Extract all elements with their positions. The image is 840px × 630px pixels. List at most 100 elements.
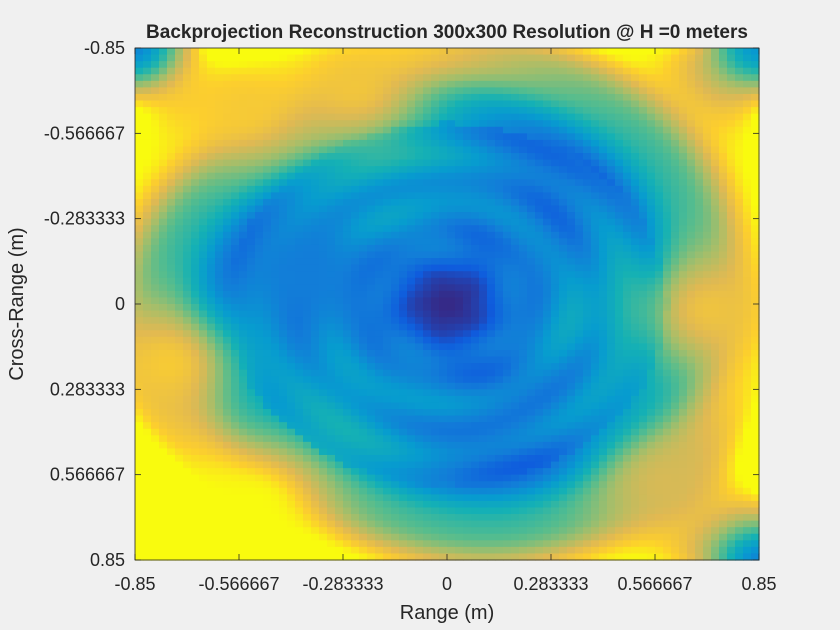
heatmap-cell (207, 310, 216, 318)
heatmap-cell (455, 304, 464, 312)
heatmap-cell (295, 461, 304, 469)
heatmap-cell (495, 231, 504, 239)
heatmap-cell (375, 297, 384, 305)
heatmap-cell (583, 514, 592, 522)
heatmap-cell (511, 48, 520, 56)
heatmap-cell (351, 481, 360, 489)
heatmap-cell (599, 468, 608, 476)
heatmap-cell (279, 205, 288, 213)
heatmap-cell (151, 218, 160, 226)
heatmap-cell (503, 139, 512, 148)
heatmap-cell (559, 376, 568, 384)
heatmap-cell (527, 166, 536, 174)
heatmap-cell (639, 218, 648, 226)
heatmap-cell (247, 481, 256, 489)
heatmap-cell (175, 487, 184, 495)
heatmap-cell (607, 126, 616, 134)
heatmap-cell (207, 395, 216, 404)
heatmap-cell (311, 304, 320, 312)
heatmap-cell (159, 166, 168, 174)
heatmap-cell (231, 290, 240, 299)
heatmap-cell (207, 61, 216, 69)
heatmap-cell (407, 212, 416, 220)
heatmap-cell (623, 67, 632, 75)
heatmap-cell (439, 133, 448, 141)
heatmap-cell (375, 409, 384, 417)
heatmap-cell (639, 389, 648, 397)
heatmap-cell (135, 87, 144, 95)
heatmap-cell (303, 310, 312, 318)
heatmap-cell (551, 251, 560, 259)
heatmap-cell (519, 514, 528, 522)
heatmap-cell (151, 159, 160, 167)
heatmap-cell (303, 87, 312, 95)
heatmap-cell (167, 100, 176, 108)
heatmap-cell (183, 277, 192, 285)
heatmap-cell (407, 192, 416, 200)
heatmap-cell (399, 93, 408, 102)
heatmap-cell (527, 290, 536, 299)
heatmap-cell (167, 238, 176, 246)
heatmap-cell (335, 93, 344, 102)
heatmap-cell (455, 389, 464, 397)
heatmap-cell (287, 192, 296, 200)
heatmap-cell (479, 343, 488, 351)
heatmap-cell (279, 500, 288, 509)
heatmap-cell (639, 461, 648, 469)
heatmap-cell (191, 297, 200, 305)
heatmap-cell (375, 500, 384, 509)
heatmap-cell (143, 93, 152, 102)
heatmap-cell (279, 185, 288, 194)
heatmap-cell (495, 349, 504, 358)
heatmap-cell (159, 448, 168, 456)
heatmap-cell (303, 212, 312, 220)
heatmap-cell (527, 349, 536, 358)
heatmap-cell (623, 402, 632, 410)
heatmap-cell (327, 166, 336, 174)
heatmap-cell (519, 133, 528, 141)
heatmap-cell (559, 113, 568, 121)
heatmap-cell (351, 238, 360, 246)
heatmap-cell (415, 284, 424, 292)
heatmap-cell (623, 297, 632, 305)
heatmap-cell (175, 244, 184, 253)
heatmap-cell (535, 448, 544, 456)
heatmap-cell (303, 330, 312, 338)
heatmap-cell (559, 48, 568, 56)
heatmap-cell (247, 402, 256, 410)
heatmap-cell (391, 441, 400, 450)
heatmap-cell (535, 159, 544, 167)
heatmap-cell (615, 507, 624, 515)
heatmap-cell (295, 514, 304, 522)
heatmap-cell (495, 238, 504, 246)
heatmap-cell (319, 520, 328, 528)
heatmap-cell (207, 428, 216, 436)
heatmap-cell (247, 271, 256, 279)
heatmap-cell (519, 395, 528, 404)
heatmap-cell (503, 192, 512, 200)
heatmap-cell (407, 330, 416, 338)
heatmap-cell (575, 369, 584, 377)
heatmap-cell (303, 284, 312, 292)
heatmap-cell (175, 139, 184, 148)
heatmap-cell (423, 107, 432, 115)
heatmap-cell (407, 356, 416, 364)
heatmap-cell (263, 369, 272, 377)
heatmap-cell (255, 356, 264, 364)
heatmap-cell (215, 428, 224, 436)
heatmap-cell (447, 520, 456, 528)
heatmap-cell (431, 323, 440, 331)
heatmap-cell (175, 146, 184, 154)
heatmap-cell (255, 382, 264, 390)
heatmap-cell (327, 185, 336, 194)
heatmap-cell (583, 198, 592, 207)
heatmap-cell (159, 74, 168, 82)
heatmap-cell (279, 304, 288, 312)
heatmap-cell (295, 87, 304, 95)
heatmap-cell (335, 120, 344, 128)
heatmap-cell (255, 533, 264, 541)
heatmap-cell (559, 356, 568, 364)
heatmap-cell (175, 172, 184, 180)
heatmap-cell (143, 297, 152, 305)
heatmap-cell (479, 336, 488, 344)
